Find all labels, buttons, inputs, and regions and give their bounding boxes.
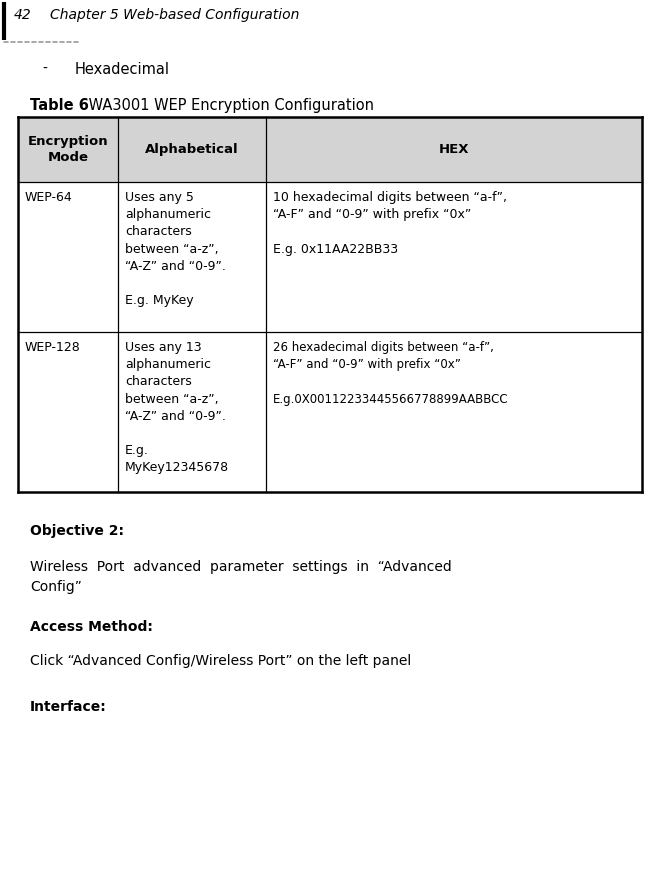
Text: WA3001 WEP Encryption Configuration: WA3001 WEP Encryption Configuration — [84, 98, 374, 113]
Text: 10 hexadecimal digits between “a-f”,
“A-F” and “0-9” with prefix “0x”

E.g. 0x11: 10 hexadecimal digits between “a-f”, “A-… — [273, 191, 507, 255]
Bar — [18, 117, 642, 182]
Text: HEX: HEX — [439, 143, 469, 156]
Text: Chapter 5 Web-based Configuration: Chapter 5 Web-based Configuration — [50, 8, 299, 22]
Text: -: - — [42, 62, 47, 76]
Text: 26 hexadecimal digits between “a-f”,
“A-F” and “0-9” with prefix “0x”

E.g.0X001: 26 hexadecimal digits between “a-f”, “A-… — [273, 341, 509, 406]
Text: 42: 42 — [14, 8, 32, 22]
Text: Access Method:: Access Method: — [30, 620, 153, 634]
Text: Objective 2:: Objective 2: — [30, 524, 124, 538]
Text: Encryption
Mode: Encryption Mode — [28, 135, 108, 164]
Text: Click “Advanced Config/Wireless Port” on the left panel: Click “Advanced Config/Wireless Port” on… — [30, 654, 411, 668]
Text: WEP-64: WEP-64 — [25, 191, 72, 204]
Text: Uses any 5
alphanumeric
characters
between “a-z”,
“A-Z” and “0-9”.

E.g. MyKey: Uses any 5 alphanumeric characters betwe… — [125, 191, 226, 308]
Text: Interface:: Interface: — [30, 700, 107, 714]
Text: Alphabetical: Alphabetical — [145, 143, 239, 156]
Text: Uses any 13
alphanumeric
characters
between “a-z”,
“A-Z” and “0-9”.

E.g.
MyKey1: Uses any 13 alphanumeric characters betw… — [125, 341, 229, 474]
Text: Wireless  Port  advanced  parameter  settings  in  “Advanced
Config”: Wireless Port advanced parameter setting… — [30, 560, 452, 594]
Text: WEP-128: WEP-128 — [25, 341, 81, 354]
Text: Table 6: Table 6 — [30, 98, 89, 113]
Text: Hexadecimal: Hexadecimal — [75, 62, 170, 77]
